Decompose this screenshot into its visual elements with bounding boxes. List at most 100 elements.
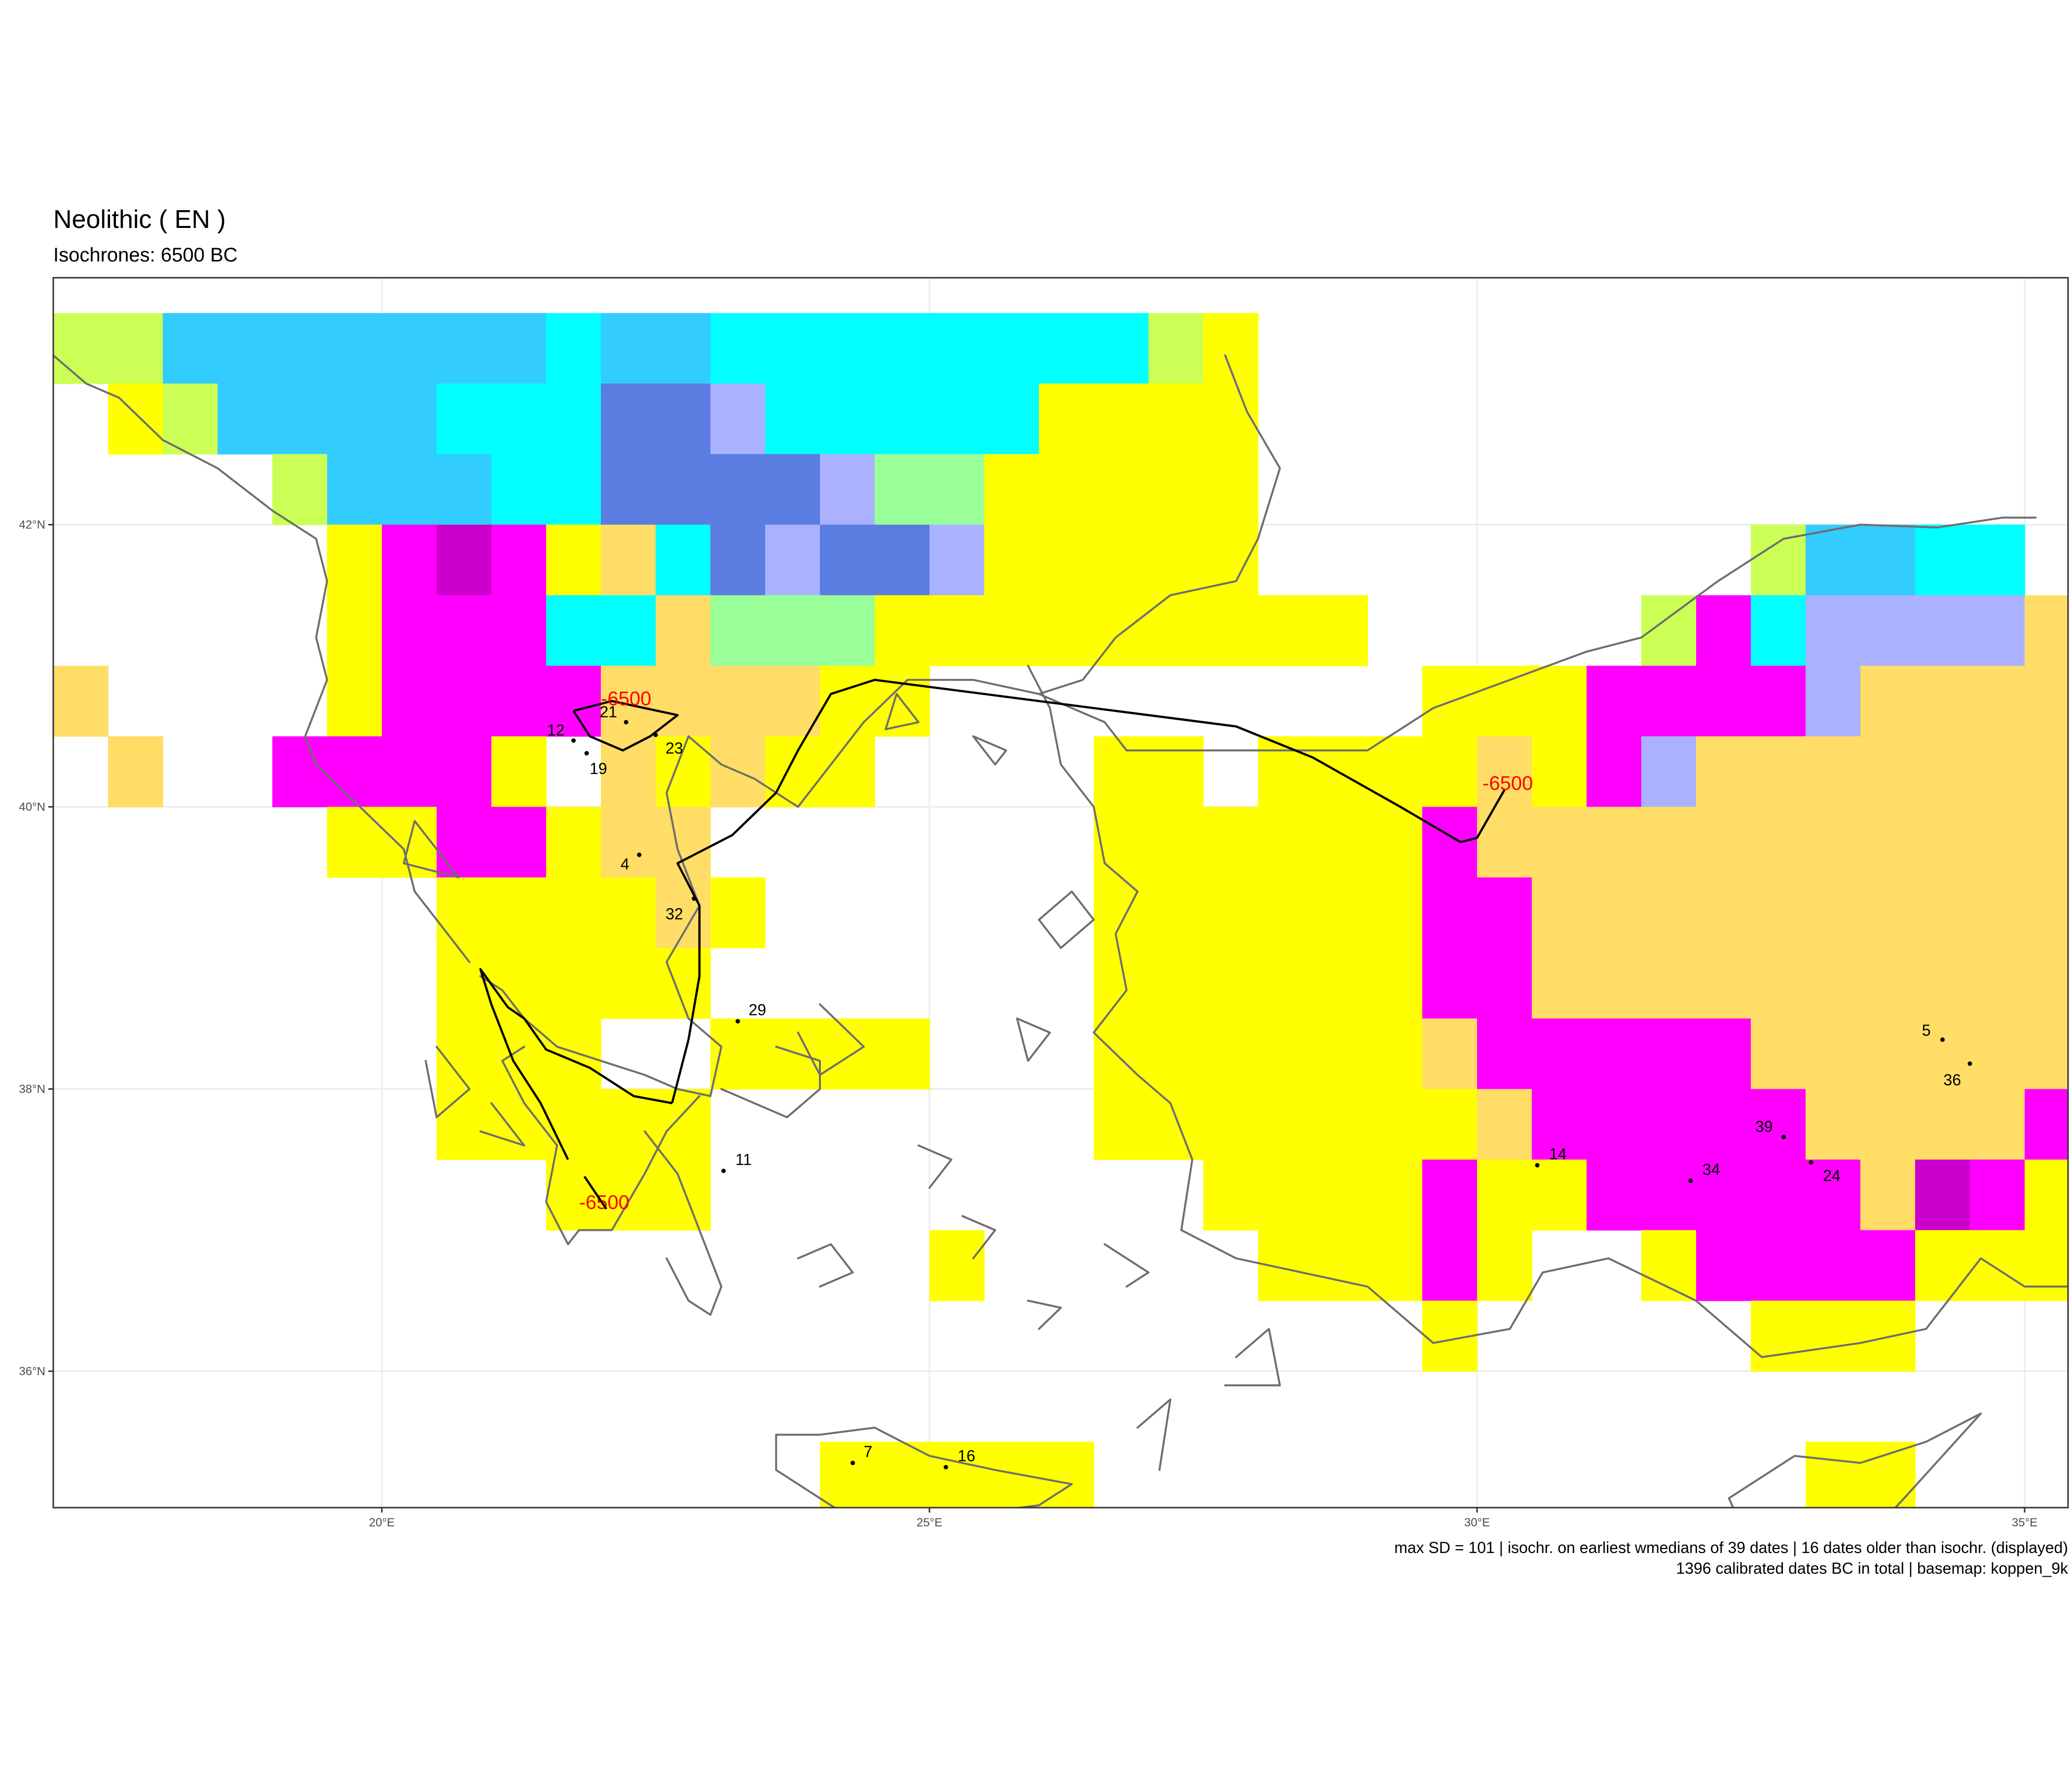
raster-cell [1806, 524, 1861, 596]
raster-cell [491, 666, 547, 737]
map-subtitle: Isochrones: 6500 BC [53, 244, 238, 266]
raster-cell [1696, 1230, 1751, 1301]
site-point[interactable] [943, 1465, 948, 1470]
raster-cell [1203, 313, 1258, 384]
site-point[interactable] [1940, 1037, 1945, 1042]
site-point[interactable] [1535, 1163, 1540, 1168]
raster-cell [2025, 595, 2068, 666]
site-point[interactable] [637, 852, 642, 857]
coastline [1016, 1017, 1051, 1062]
raster-cell [2025, 1159, 2068, 1231]
raster-cell [875, 595, 930, 666]
site-point[interactable] [571, 738, 576, 743]
raster-cell [601, 454, 656, 525]
raster-cell [656, 877, 711, 949]
raster-cell [1696, 948, 1751, 1019]
raster-cell [656, 1089, 711, 1160]
site-point[interactable] [1688, 1178, 1693, 1183]
site-point[interactable] [653, 733, 658, 738]
raster-cell [546, 807, 601, 878]
raster-cell [1368, 877, 1423, 949]
raster-cell [1806, 736, 1861, 808]
raster-cell [656, 736, 711, 808]
raster-cell [491, 807, 547, 878]
raster-cell [1313, 595, 1368, 666]
x-tick-label: 25°E [917, 1516, 942, 1529]
raster-cell [1751, 877, 1806, 949]
y-tick-label: 42°N [19, 518, 45, 532]
raster-cell [491, 595, 547, 666]
raster-cell [1313, 807, 1368, 878]
raster-cell [437, 807, 492, 878]
raster-cell [1696, 1159, 1751, 1231]
raster-cell [601, 383, 656, 455]
coastline [479, 517, 2037, 1097]
raster-cell [1094, 313, 1149, 384]
site-point[interactable] [692, 896, 697, 901]
coastline [797, 1243, 854, 1288]
raster-cell [1258, 1018, 1313, 1090]
raster-cell [984, 313, 1039, 384]
site-label: 7 [864, 1443, 873, 1460]
raster-cell [984, 524, 1039, 596]
raster-cell [1860, 1089, 1916, 1160]
site-label: 24 [1823, 1167, 1841, 1184]
raster-cell [929, 1442, 985, 1508]
raster-cell [1203, 454, 1258, 525]
raster-cell [710, 454, 766, 525]
raster-cell [601, 948, 656, 1019]
raster-cell [272, 736, 328, 808]
isochrones: -6500 -6500 -6500 [479, 678, 1533, 1214]
x-tick-label: 35°E [2012, 1516, 2037, 1529]
raster-cell [327, 807, 382, 878]
raster-cell [929, 524, 985, 596]
raster-cell [1751, 1159, 1806, 1231]
site-point[interactable] [584, 751, 589, 756]
raster-cell [1915, 1159, 1970, 1231]
raster-cell [1696, 877, 1751, 949]
raster-cell [1696, 736, 1751, 808]
site-label: 34 [1702, 1160, 1720, 1178]
site-point[interactable] [624, 720, 629, 725]
site-point[interactable] [851, 1460, 855, 1465]
raster-cell [546, 595, 601, 666]
map-panel[interactable]: -6500 -6500 -6500 12 21 19 23 4 32 29 11 7 16 14 34 39… [53, 278, 2072, 1583]
raster-cell [765, 666, 820, 737]
raster-cell [1039, 313, 1094, 384]
raster-cell [1587, 948, 1642, 1019]
raster-cell [1203, 948, 1258, 1019]
raster-cell [765, 313, 820, 384]
raster-cell [710, 383, 766, 455]
site-point[interactable] [1967, 1061, 1972, 1066]
raster-cell [1532, 1018, 1587, 1090]
raster-cell [1422, 1230, 1478, 1301]
coastline [1136, 1398, 1172, 1471]
raster-cell [1806, 948, 1861, 1019]
raster-cell [1203, 383, 1258, 455]
raster-cell [1422, 1159, 1478, 1231]
raster-cell [163, 313, 218, 384]
site-point[interactable] [721, 1168, 726, 1173]
raster-cell [1477, 807, 1532, 878]
site-label: 11 [736, 1150, 752, 1168]
raster-cell [1806, 1018, 1861, 1090]
raster-cell [1422, 736, 1478, 808]
raster-cell [1915, 595, 1970, 666]
site-point[interactable] [736, 1019, 740, 1024]
raster-cell [1860, 948, 1916, 1019]
map-title: Neolithic ( EN ) [53, 205, 226, 234]
site-point[interactable] [1781, 1135, 1786, 1140]
raster-cell [1970, 1159, 2025, 1231]
raster-cell [1094, 736, 1149, 808]
raster-cell [1860, 1159, 1916, 1231]
raster-cell [382, 524, 437, 596]
raster-cell [984, 454, 1039, 525]
site-point[interactable] [1809, 1160, 1813, 1165]
raster-cell [546, 877, 601, 949]
site-label: 32 [666, 905, 683, 923]
raster-cell [1148, 313, 1204, 384]
raster-cell [1203, 1018, 1258, 1090]
raster-cell [1148, 383, 1204, 455]
coastline [643, 1130, 723, 1316]
